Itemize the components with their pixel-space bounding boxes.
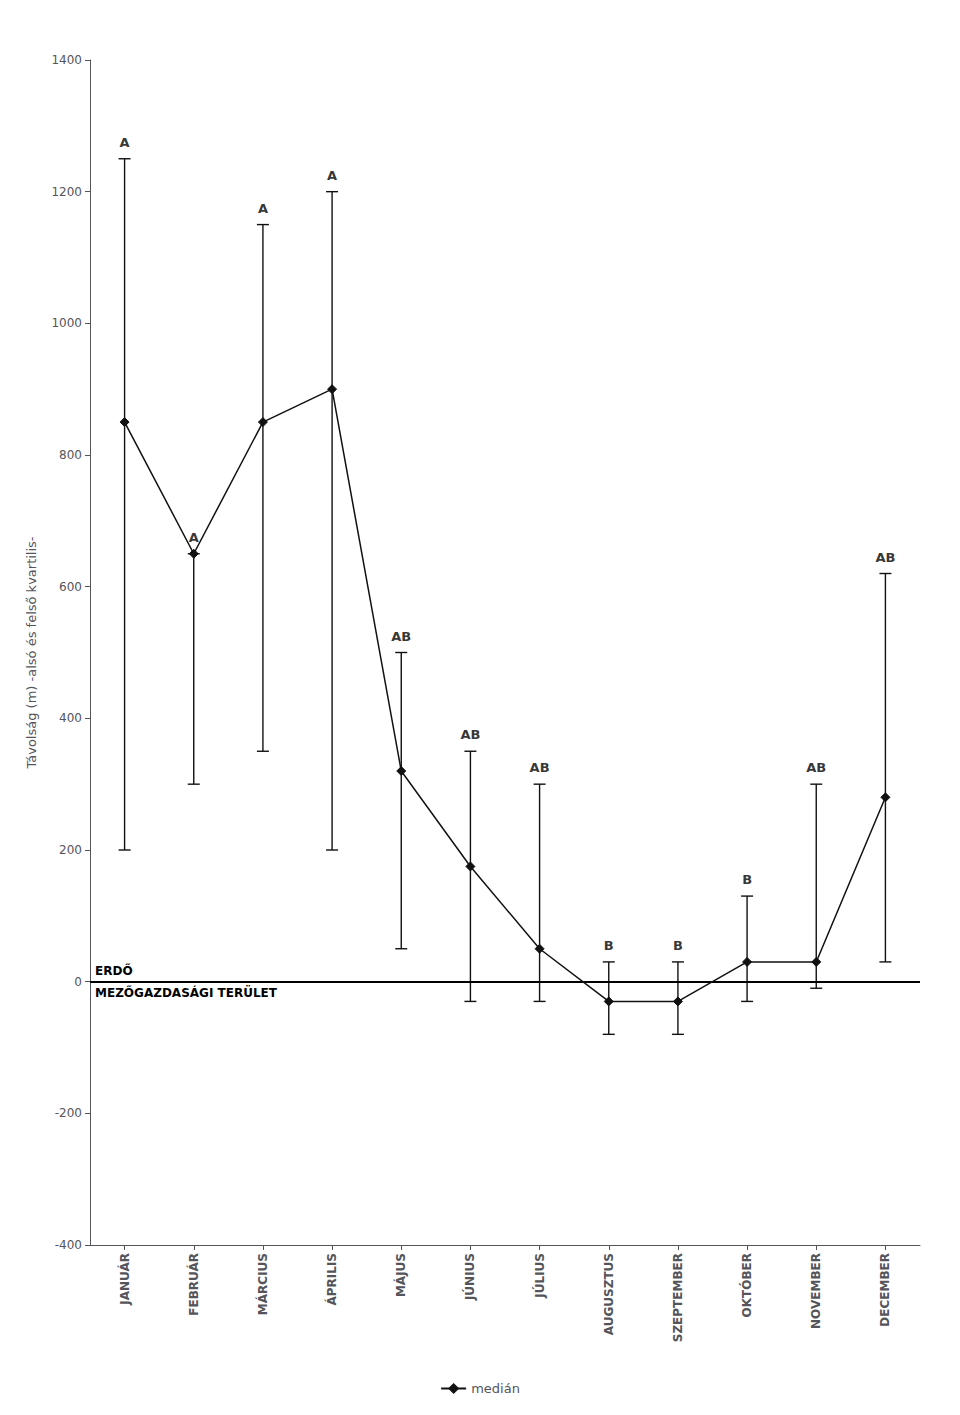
svg-text:600: 600 bbox=[59, 580, 82, 594]
svg-text:0: 0 bbox=[74, 975, 82, 989]
svg-text:1000: 1000 bbox=[51, 316, 82, 330]
svg-text:1400: 1400 bbox=[51, 53, 82, 67]
svg-text:AB: AB bbox=[530, 760, 550, 775]
svg-text:AB: AB bbox=[460, 727, 480, 742]
svg-text:B: B bbox=[673, 938, 683, 953]
svg-text:medián: medián bbox=[471, 1381, 520, 1396]
svg-text:-400: -400 bbox=[55, 1238, 82, 1252]
svg-text:JANUÁR: JANUÁR bbox=[117, 1253, 132, 1306]
svg-text:400: 400 bbox=[59, 711, 82, 725]
svg-text:NOVEMBER: NOVEMBER bbox=[809, 1253, 823, 1329]
svg-text:1200: 1200 bbox=[51, 185, 82, 199]
svg-text:B: B bbox=[604, 938, 614, 953]
svg-text:JÚLIUS: JÚLIUS bbox=[532, 1253, 547, 1299]
svg-text:AB: AB bbox=[875, 550, 895, 565]
svg-text:JÚNIUS: JÚNIUS bbox=[462, 1253, 477, 1301]
svg-text:MEZŐGAZDASÁGI TERÜLET: MEZŐGAZDASÁGI TERÜLET bbox=[95, 985, 278, 1000]
svg-text:-200: -200 bbox=[55, 1106, 82, 1120]
svg-text:B: B bbox=[742, 872, 752, 887]
svg-text:SZEPTEMBER: SZEPTEMBER bbox=[671, 1253, 685, 1342]
svg-text:A: A bbox=[327, 168, 337, 183]
svg-text:800: 800 bbox=[59, 448, 82, 462]
svg-text:A: A bbox=[120, 135, 130, 150]
svg-text:AUGUSZTUS: AUGUSZTUS bbox=[602, 1253, 616, 1335]
svg-text:A: A bbox=[258, 201, 268, 216]
svg-text:MÁJUS: MÁJUS bbox=[393, 1253, 408, 1297]
svg-text:FEBRUÁR: FEBRUÁR bbox=[186, 1253, 201, 1316]
svg-text:ÁPRILIS: ÁPRILIS bbox=[324, 1253, 339, 1306]
svg-text:OKTÓBER: OKTÓBER bbox=[739, 1253, 754, 1317]
svg-text:A: A bbox=[189, 530, 199, 545]
svg-text:DECEMBER: DECEMBER bbox=[878, 1253, 892, 1327]
svg-text:MÁRCIUS: MÁRCIUS bbox=[255, 1253, 270, 1315]
svg-text:Távolság (m) -alsó és felső kv: Távolság (m) -alsó és felső kvartilis- bbox=[24, 536, 39, 769]
svg-text:AB: AB bbox=[391, 629, 411, 644]
svg-text:200: 200 bbox=[59, 843, 82, 857]
svg-text:ERDŐ: ERDŐ bbox=[95, 963, 133, 978]
svg-text:AB: AB bbox=[806, 760, 826, 775]
